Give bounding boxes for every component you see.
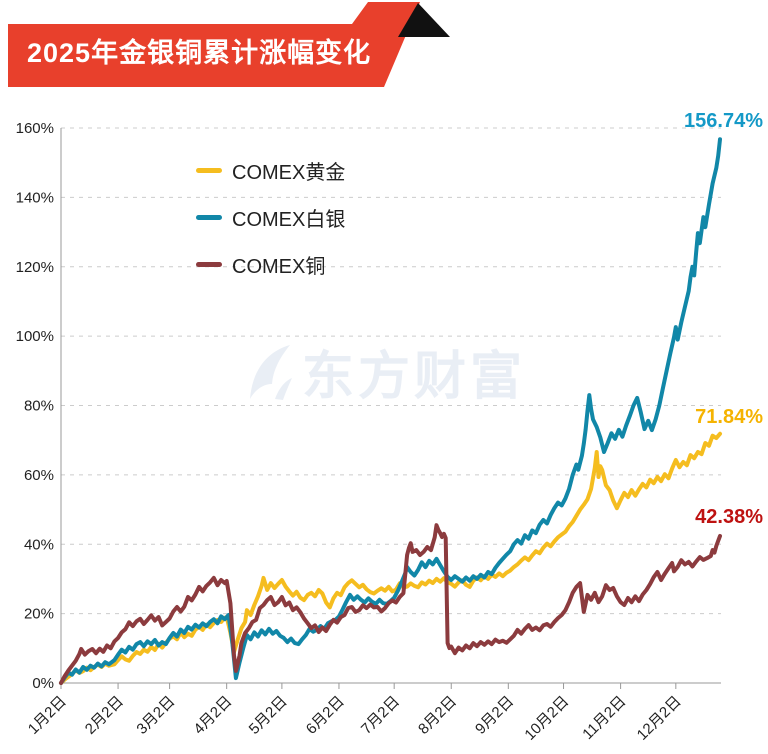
banner-ribbon-shape — [8, 2, 420, 87]
y-axis-label: 60% — [24, 467, 54, 484]
x-axis-label: 5月2日 — [246, 693, 291, 738]
series-line-2 — [59, 523, 722, 685]
x-axis-label: 11月2日 — [579, 693, 629, 743]
y-axis-label: 160% — [16, 120, 54, 137]
x-axis-label: 1月2日 — [25, 693, 70, 738]
legend-swatch-copper-icon — [196, 262, 222, 267]
end-label-copper: 42.38% — [695, 506, 763, 528]
x-axis-label: 2月2日 — [82, 693, 127, 738]
x-axis-label: 4月2日 — [190, 693, 235, 738]
page-title: 2025年金银铜累计涨幅变化 — [27, 38, 372, 68]
x-axis-label: 8月2日 — [415, 693, 460, 738]
y-axis-label: 0% — [32, 675, 54, 692]
eastmoney-logo-icon — [250, 344, 292, 400]
legend-item-gold[interactable]: COMEX黄金 — [196, 156, 345, 185]
y-axis-label: 120% — [16, 259, 54, 276]
x-axis-label: 3月2日 — [133, 693, 178, 738]
x-axis-label: 9月2日 — [472, 693, 517, 738]
x-axis-label: 12月2日 — [634, 693, 685, 744]
end-label-silver: 156.74% — [684, 110, 763, 132]
banner-fold-icon — [398, 3, 450, 37]
y-axis-label: 100% — [16, 328, 54, 345]
legend-label-gold: COMEX黄金 — [232, 162, 346, 184]
y-axis-label: 40% — [24, 536, 54, 553]
end-label-gold: 71.84% — [695, 406, 763, 428]
y-axis-label: 20% — [24, 606, 54, 623]
y-axis-label: 80% — [24, 398, 54, 415]
legend-swatch-silver-icon — [196, 215, 222, 220]
x-axis-label: 6月2日 — [303, 693, 348, 738]
x-axis-label: 7月2日 — [358, 693, 403, 738]
legend-swatch-gold-icon — [196, 168, 222, 173]
legend-label-copper: COMEX铜 — [232, 256, 326, 278]
y-axis-label: 140% — [16, 189, 54, 206]
series-line-0 — [59, 431, 722, 685]
title-banner — [8, 2, 450, 87]
legend-label-silver: COMEX白银 — [232, 209, 346, 231]
legend-item-copper[interactable]: COMEX铜 — [196, 250, 345, 279]
legend: COMEX黄金 COMEX白银 COMEX铜 — [196, 156, 345, 297]
watermark-text: 东方财富 — [302, 348, 527, 406]
watermark: 东方财富 — [248, 334, 526, 409]
legend-item-silver[interactable]: COMEX白银 — [196, 203, 345, 232]
x-axis-label: 10月2日 — [521, 693, 572, 744]
